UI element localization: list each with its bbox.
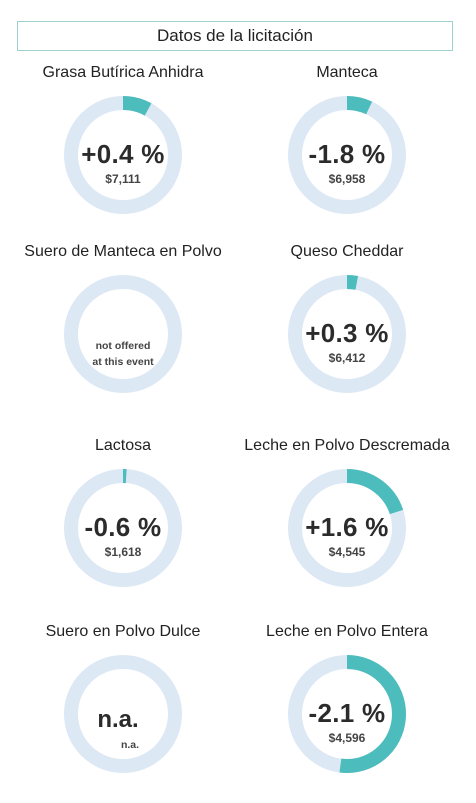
product-name: Queso Cheddar [290,243,404,260]
donut-chart [64,655,182,773]
na-value: n.a. [97,706,139,733]
change-percent: -1.8 % [308,139,386,169]
product-name: Suero de Manteca en Polvo [24,243,222,260]
donut-fill [288,96,406,214]
donut-fill [288,469,406,587]
change-percent: +1.6 % [305,512,389,542]
price-value: $4,596 [328,731,366,745]
price-value: $4,545 [328,545,366,559]
product-name: Manteca [316,64,378,81]
price-value: $1,618 [104,545,142,559]
product-card-grasa-butirica: Grasa Butírica Anhidra +0.4 % $7,111 [18,64,228,244]
donut-fill [288,655,406,773]
donut-chart [288,96,406,214]
change-percent: -0.6 % [84,512,162,542]
note-line: not offered [95,340,151,352]
product-name: Grasa Butírica Anhidra [42,64,204,81]
change-percent: -2.1 % [308,698,386,728]
product-name: Leche en Polvo Entera [266,623,428,640]
change-percent: +0.4 % [81,139,165,169]
price-value: $6,958 [328,172,366,186]
product-name: Lactosa [94,437,152,454]
product-card-leche-entera: Leche en Polvo Entera -2.1 % $4,596 [242,623,452,803]
donut-fill [64,469,182,587]
product-card-suero-manteca: Suero de Manteca en Polvo not offered at… [18,243,228,423]
change-percent: +0.3 % [305,318,389,348]
donut-fill [288,275,406,393]
product-card-queso-cheddar: Queso Cheddar +0.3 % $6,412 [242,243,452,423]
product-card-manteca: Manteca -1.8 % $6,958 [242,64,452,244]
not-offered-note: not offered at this event [18,338,228,370]
product-card-suero-dulce: Suero en Polvo Dulce n.a. n.a. [18,623,228,803]
price-value: $7,111 [105,172,141,186]
donut-chart [64,96,182,214]
donut-chart [64,275,182,393]
price-value: $6,412 [328,351,366,365]
donut-track [64,655,182,773]
product-card-leche-descremada: Leche en Polvo Descremada +1.6 % $4,545 [242,437,452,617]
note-line: at this event [92,356,154,368]
donut-chart [64,469,182,587]
donut-chart [288,655,406,773]
donut-track [64,275,182,393]
donut-fill [64,96,182,214]
product-name: Leche en Polvo Descremada [244,437,450,454]
donut-chart [288,275,406,393]
product-name: Suero en Polvo Dulce [45,623,201,640]
page-title: Datos de la licitación [17,21,453,51]
product-card-lactosa: Lactosa -0.6 % $1,618 [18,437,228,617]
donut-chart [288,469,406,587]
na-price: n.a. [120,739,140,751]
